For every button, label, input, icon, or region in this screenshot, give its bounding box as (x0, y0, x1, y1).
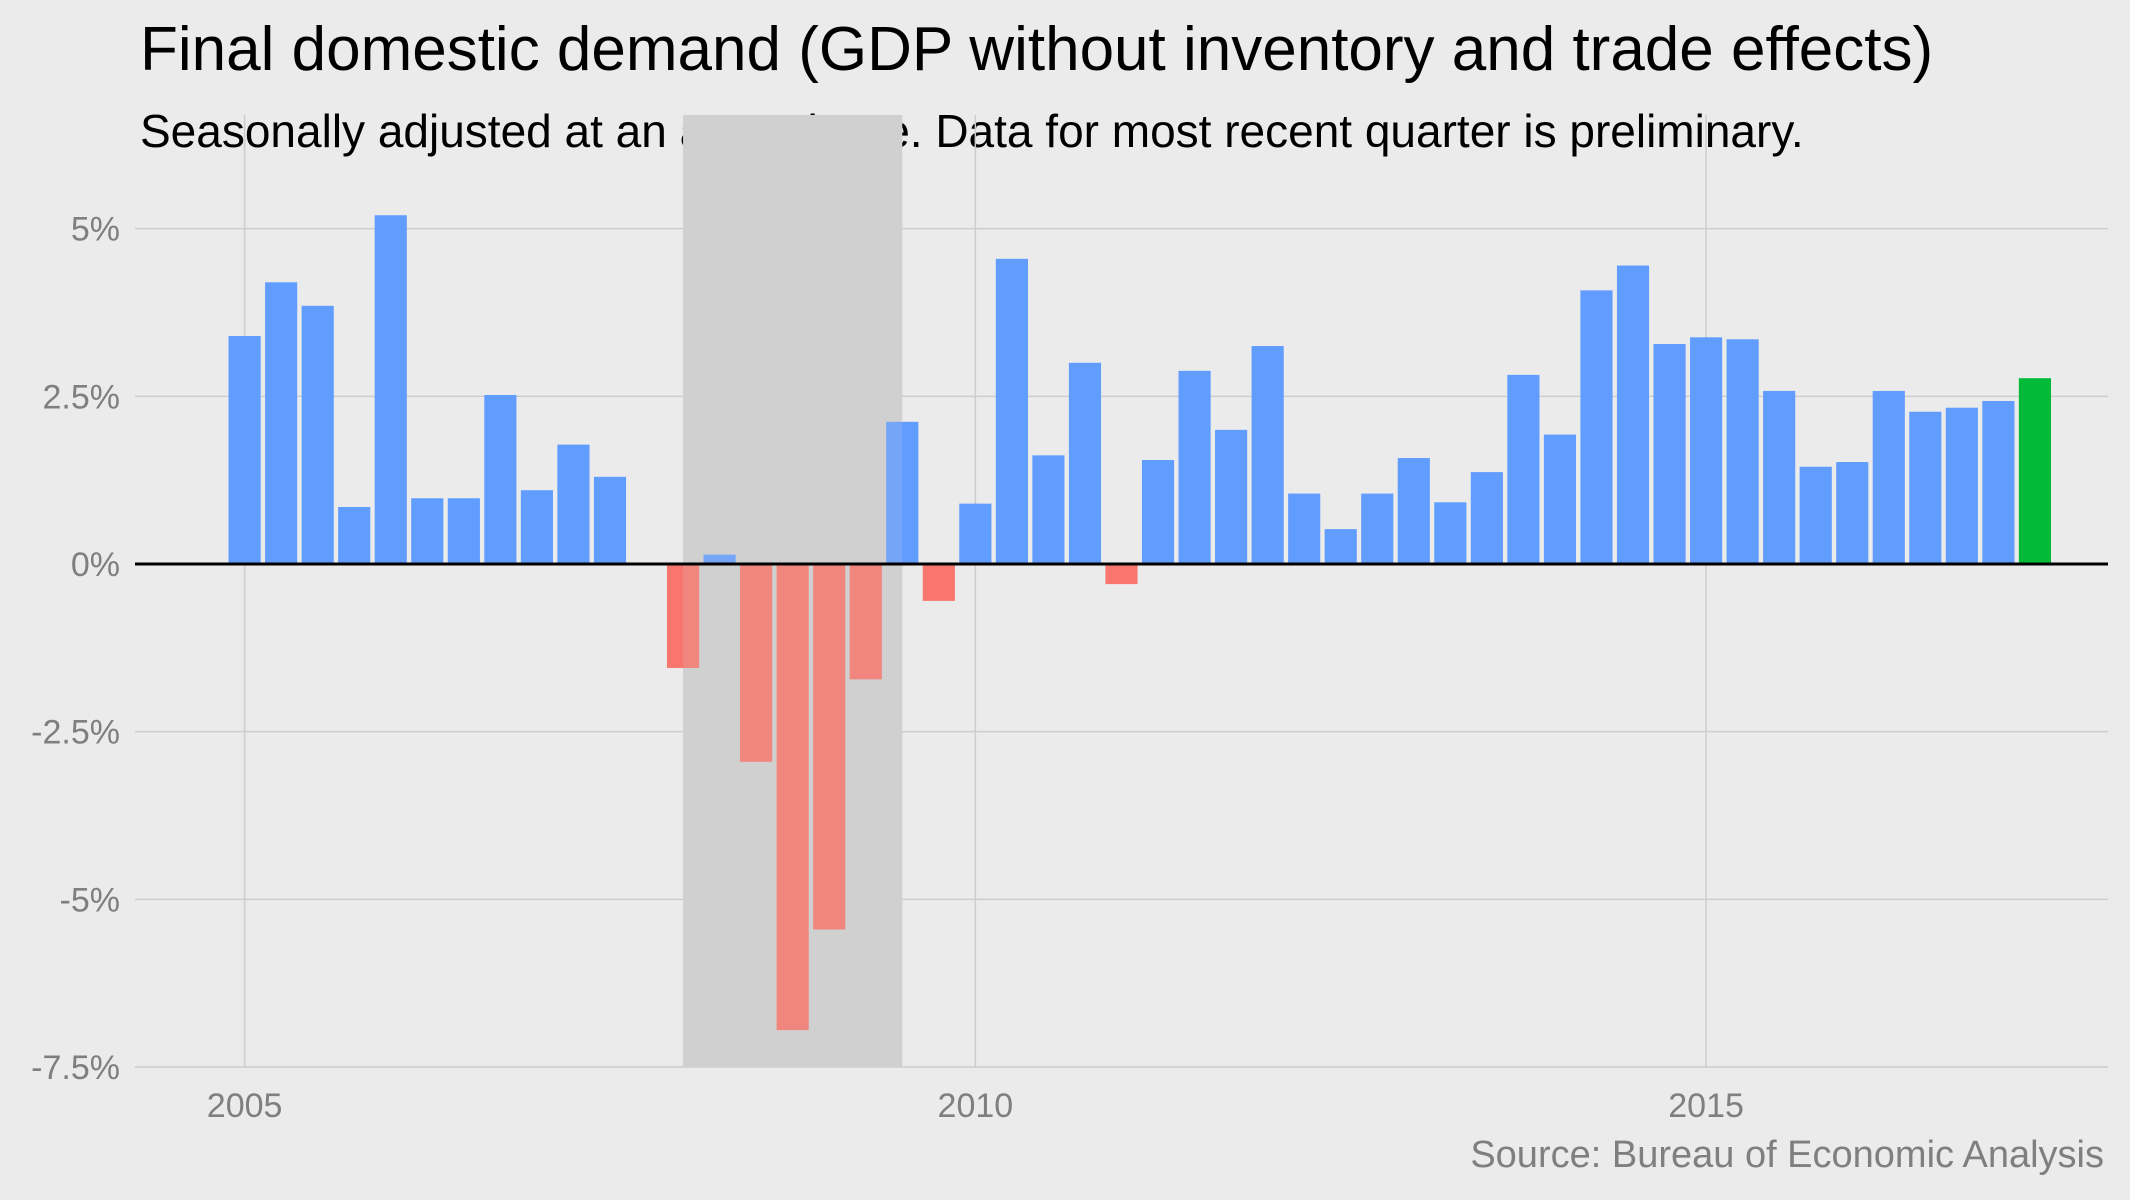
bar-negative (922, 563, 955, 601)
y-tick-label: -2.5% (31, 714, 120, 752)
y-tick-label: -7.5% (31, 1049, 120, 1087)
bar-positive (1324, 529, 1357, 564)
bar-positive (1726, 339, 1759, 564)
bar-positive (338, 506, 371, 564)
bar-positive (1178, 370, 1211, 564)
bar-layer (228, 115, 2052, 1067)
bar-positive (1032, 455, 1065, 564)
x-tick-label: 2010 (938, 1087, 1014, 1125)
bar-positive (1543, 434, 1577, 564)
bar-positive (484, 394, 517, 564)
bar-negative (813, 563, 846, 930)
bar-positive (703, 554, 736, 564)
y-tick-label: 2.5% (43, 378, 121, 416)
bar-positive (1470, 472, 1503, 564)
y-tick-label: 0% (71, 546, 120, 584)
y-tick-label: 5% (71, 211, 120, 249)
bar-positive (1288, 493, 1321, 564)
bar-negative (849, 563, 882, 680)
chart-subtitle: Seasonally adjusted at an annual rate. D… (140, 105, 1804, 157)
bar-positive (886, 421, 919, 564)
x-tick-label: 2015 (1668, 1087, 1744, 1125)
bar-positive (1909, 411, 1942, 564)
bar-positive (1763, 390, 1796, 564)
bar-positive (228, 335, 261, 564)
bar-positive (959, 503, 992, 564)
bar-positive (1507, 374, 1540, 564)
bar-positive (1397, 458, 1430, 564)
bar-positive (1945, 407, 1978, 564)
bar-positive (995, 258, 1028, 564)
bar-positive (557, 444, 590, 564)
bar-negative (776, 563, 809, 1031)
bar-positive (374, 215, 407, 564)
bar-positive (265, 282, 298, 564)
bar-positive (411, 498, 444, 564)
bar-positive (447, 498, 480, 564)
bar-positive (1580, 290, 1613, 564)
chart-title: Final domestic demand (GDP without inven… (140, 15, 1934, 84)
bar-positive (1068, 362, 1102, 564)
bar-positive (1251, 346, 1284, 564)
bar-positive (1361, 493, 1394, 564)
bar-positive (1872, 390, 1905, 564)
bar-positive (1616, 265, 1650, 564)
source-caption: Source: Bureau of Economic Analysis (1470, 1134, 2104, 1176)
x-tick-label: 2005 (207, 1087, 283, 1125)
bar-positive (1690, 337, 1723, 564)
bar-positive (520, 490, 553, 564)
bar-positive (1434, 502, 1467, 564)
bar-positive (593, 476, 627, 564)
bar-positive (1836, 462, 1869, 564)
recession-overlay (683, 115, 903, 1067)
bar-positive (1653, 344, 1686, 564)
y-tick-label: -5% (60, 881, 120, 919)
bar-positive (1799, 466, 1832, 564)
tick-label-layer: 5% 2.5% 0% -2.5% -5% -7.5% 2005 2010 2015 (31, 211, 1744, 1125)
bar-preliminary (2018, 378, 2052, 564)
bar-positive (1215, 429, 1248, 564)
bar-positive (1982, 401, 2015, 564)
bar-negative (666, 563, 700, 668)
bar-positive (301, 305, 334, 564)
grid-layer (135, 115, 2108, 1068)
bar-negative (740, 563, 773, 762)
bar-positive (1141, 460, 1175, 564)
bar-negative (1105, 563, 1138, 585)
